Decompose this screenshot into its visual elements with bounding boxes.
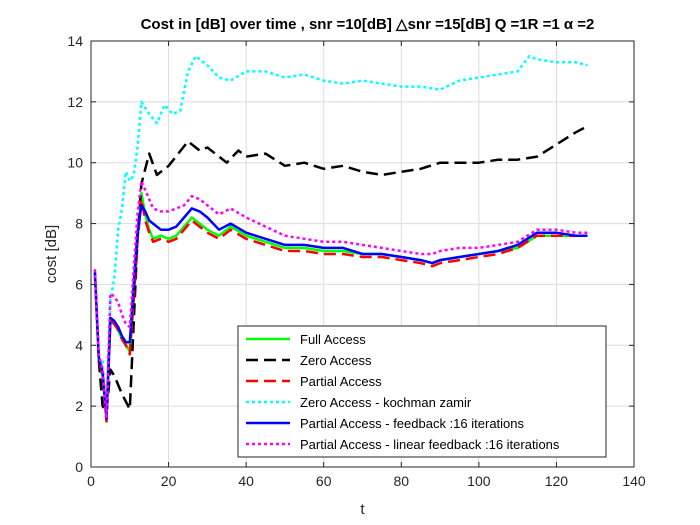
- y-tick-label: 6: [75, 276, 83, 292]
- y-tick-label: 12: [67, 94, 83, 110]
- series-line-5: [93, 179, 588, 420]
- legend-label: Zero Access - kochman zamir: [300, 395, 472, 410]
- legend-label: Full Access: [300, 332, 366, 347]
- legend-label: Partial Access: [300, 374, 382, 389]
- series-lines: [93, 54, 589, 423]
- legend-label: Zero Access: [300, 353, 372, 368]
- y-tick-labels: 0 2 4 6 8 10 12 14: [67, 33, 634, 475]
- series-line-3: [101, 54, 588, 414]
- x-tick-label: 100: [467, 473, 491, 489]
- x-tick-label: 120: [545, 473, 569, 489]
- axes-frame: [90, 40, 635, 468]
- x-tick-labels: 0 20 40 60 80 100 120 140: [87, 41, 646, 489]
- series-line-2: [93, 197, 588, 423]
- y-tick-label: 10: [67, 155, 83, 171]
- series-line-1: [97, 125, 589, 414]
- x-tick-label: 60: [316, 473, 332, 489]
- y-tick-label: 0: [75, 459, 83, 475]
- x-axis-label: t: [360, 501, 365, 518]
- x-tick-label: 140: [622, 473, 646, 489]
- y-tick-label: 8: [75, 216, 83, 232]
- y-tick-label: 2: [75, 398, 83, 414]
- x-tick-label: 0: [87, 473, 95, 489]
- y-tick-label: 14: [67, 33, 83, 49]
- legend-label: Partial Access - linear feedback :16 ite…: [300, 437, 560, 452]
- x-tick-label: 80: [393, 473, 409, 489]
- y-tick-label: 4: [75, 337, 83, 353]
- legend: Full Access Zero Access Partial Access Zero…: [237, 325, 607, 458]
- legend-box: [237, 325, 607, 458]
- y-axis-label: cost [dB]: [43, 225, 60, 283]
- chart-title: Cost in [dB] over time , snr =10[dB] △sn…: [141, 16, 595, 33]
- series-line-4: [93, 204, 588, 420]
- x-tick-label: 40: [238, 473, 254, 489]
- legend-label: Partial Access - feedback :16 iterations: [300, 416, 525, 431]
- x-tick-label: 20: [161, 473, 177, 489]
